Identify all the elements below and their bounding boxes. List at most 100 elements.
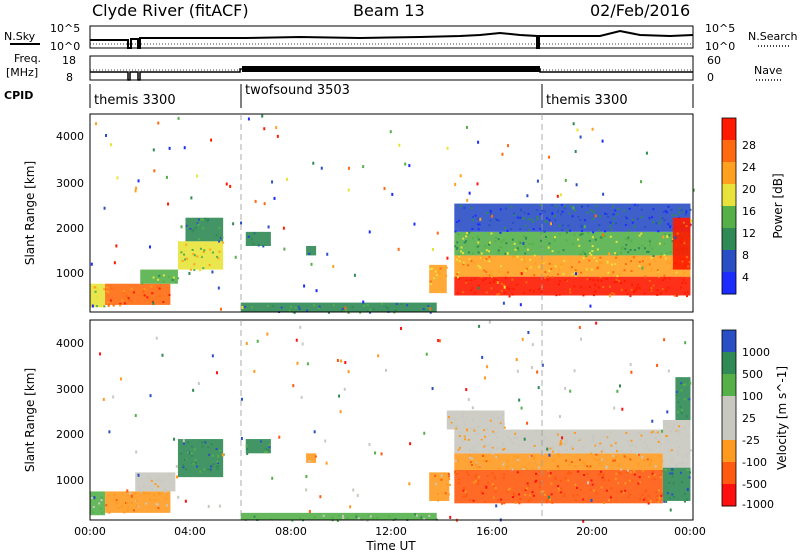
echo-speckle [630, 288, 633, 291]
sparse-echo [495, 504, 498, 508]
echo-speckle [428, 514, 431, 517]
echo-speckle [583, 219, 586, 222]
sparse-echo [240, 437, 243, 441]
echo-speckle [129, 492, 132, 495]
echo-speckle [658, 242, 661, 245]
echo-speckle [624, 216, 627, 219]
echo-speckle [245, 447, 248, 450]
echo-speckle [495, 456, 498, 459]
sparse-echo [559, 440, 562, 444]
echo-speckle [524, 269, 527, 272]
sparse-echo [347, 166, 350, 170]
echo-speckle [507, 489, 510, 492]
echo-speckle [455, 220, 458, 223]
echo-speckle [514, 248, 517, 251]
echo-speckle [599, 215, 602, 218]
echo-speckle [467, 264, 470, 267]
echo-speckle [496, 498, 499, 501]
sparse-echo [149, 245, 152, 249]
sparse-echo [572, 122, 575, 126]
sparse-echo [134, 414, 137, 418]
sparse-echo [184, 499, 187, 503]
echo-speckle [488, 443, 491, 446]
echo-speckle [187, 441, 190, 444]
echo-speckle [162, 300, 165, 303]
echo-speckle [469, 449, 472, 452]
echo-speckle [570, 266, 573, 269]
echo-speckle [115, 499, 118, 502]
echo-speckle [341, 514, 344, 517]
echo-speckle [545, 501, 548, 504]
echo-speckle [550, 493, 553, 496]
echo-speckle [686, 295, 689, 298]
echo-speckle [614, 442, 617, 445]
sparse-echo [325, 461, 328, 465]
echo-speckle [591, 250, 594, 253]
sparse-echo [267, 225, 270, 229]
echo-speckle [499, 231, 502, 234]
echo-speckle [106, 301, 109, 304]
echo-speckle [141, 282, 144, 285]
echo-speckle [434, 270, 437, 273]
echo-speckle [366, 310, 369, 313]
echo-speckle [506, 460, 509, 463]
sparse-echo [157, 121, 160, 125]
echo-speckle [649, 462, 652, 465]
echo-speckle [532, 221, 535, 224]
echo-speckle [556, 210, 559, 213]
echo-speckle [499, 208, 502, 211]
echo-speckle [366, 303, 369, 306]
sparse-echo [559, 193, 562, 197]
echo-speckle [363, 304, 366, 307]
echo-speckle [253, 515, 256, 518]
echo-speckle [458, 435, 461, 438]
echo-speckle [557, 487, 560, 490]
echo-speckle [477, 228, 480, 231]
colorbar-swatch [722, 140, 736, 163]
echo-speckle [117, 506, 120, 509]
echo-speckle [614, 209, 617, 212]
echo-speckle [203, 217, 206, 220]
echo-speckle [495, 217, 498, 220]
freq-panel: Freq. [MHz] 18 8 60 0 Nave [6, 52, 782, 84]
echo-speckle [502, 422, 505, 425]
echo-speckle [553, 476, 556, 479]
echo-speckle [651, 430, 654, 433]
echo-speckle [574, 483, 577, 486]
echo-speckle [549, 498, 552, 501]
echo-speckle [100, 496, 103, 499]
echo-speckle [646, 499, 649, 502]
sparse-echo [594, 290, 597, 294]
echo-speckle [620, 490, 623, 493]
echo-speckle [482, 453, 485, 456]
echo-speckle [257, 243, 260, 246]
echo-speckle [650, 269, 653, 272]
echo-speckle [650, 459, 653, 462]
echo-speckle [689, 449, 692, 452]
sparse-echo [310, 262, 313, 266]
sparse-echo [690, 219, 693, 223]
echo-speckle [652, 221, 655, 224]
echo-speckle [566, 228, 569, 231]
echo-speckle [105, 290, 108, 293]
echo-speckle [592, 279, 595, 282]
echo-speckle [565, 459, 568, 462]
echo-speckle [497, 467, 500, 470]
echo-speckle [124, 501, 127, 504]
echo-speckle [502, 284, 505, 287]
echo-speckle [99, 507, 102, 510]
echo-speckle [687, 275, 690, 278]
echo-speckle [189, 227, 192, 230]
echo-speckle [624, 456, 627, 459]
echo-speckle [554, 265, 557, 268]
echo-speckle [192, 462, 195, 465]
echo-speckle [532, 290, 535, 293]
echo-speckle [185, 224, 188, 227]
sparse-echo [564, 387, 567, 391]
echo-speckle [574, 269, 577, 272]
echo-speckle [90, 497, 93, 500]
echo-speckle [219, 449, 222, 452]
echo-speckle [564, 477, 567, 480]
echo-speckle [558, 467, 561, 470]
echo-speckle [266, 304, 269, 307]
